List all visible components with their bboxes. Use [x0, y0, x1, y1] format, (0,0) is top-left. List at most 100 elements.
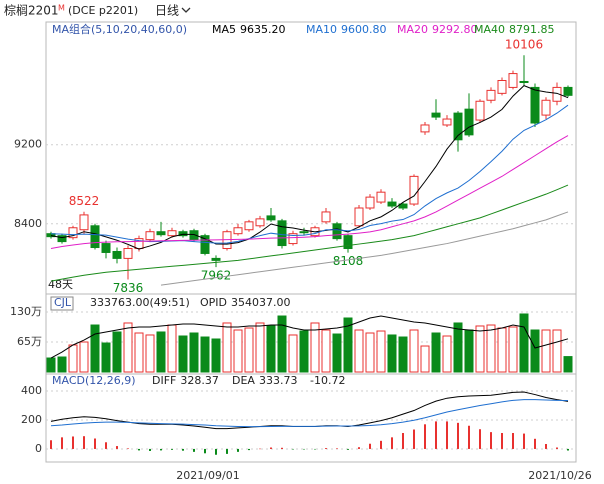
volume-bar [365, 332, 375, 373]
candle-body [167, 230, 177, 237]
volume-bar [57, 356, 67, 373]
volume-bar [299, 330, 309, 373]
volume-bar [112, 331, 122, 373]
volume-bar [189, 332, 199, 373]
macd-bar [479, 429, 481, 449]
macd-bar [292, 448, 294, 450]
candle-body [497, 79, 507, 94]
candle-body [519, 80, 529, 83]
volume-bar [167, 324, 177, 373]
candle-body [442, 118, 452, 126]
legend-entry: MA10 9600.80 [306, 23, 387, 36]
macd-bar [369, 443, 371, 449]
macd-bar [160, 448, 162, 451]
indicator-box[interactable] [50, 296, 74, 311]
volume-bar [354, 329, 364, 373]
y-tick-label: 8400 [14, 217, 42, 230]
ma-line [50, 104, 569, 244]
volume-bar [563, 356, 573, 373]
annotation: 48天 [48, 278, 73, 291]
candle-body [530, 86, 540, 124]
period-selector[interactable]: 日线 [155, 4, 179, 18]
volume-bar [68, 344, 78, 373]
candle-body [277, 220, 287, 247]
candle-body [255, 218, 265, 227]
candle-body [68, 227, 78, 239]
macd-bar [380, 440, 382, 449]
legend-entry: MA40 8791.85 [474, 23, 555, 36]
volume-bar [541, 329, 551, 373]
macd-bar [534, 438, 536, 449]
macd-bar [512, 433, 514, 449]
chart-title: 棕榈2201 [4, 3, 59, 18]
volume-bar [134, 332, 144, 373]
macd-bar [50, 440, 52, 449]
candle-body [145, 231, 155, 241]
candle-body [321, 211, 331, 223]
macd-bar [402, 433, 404, 449]
macd-bar [490, 432, 492, 449]
macd-bar [567, 448, 569, 451]
y-tick-label: 200 [21, 413, 42, 426]
volume-bar [90, 324, 100, 373]
macd-bar [105, 442, 107, 449]
volume-bar [420, 345, 430, 373]
macd-bar [226, 448, 228, 454]
macd-bar [83, 436, 85, 449]
candle-body [431, 112, 441, 118]
volume-bar [255, 322, 265, 373]
legend-entry: DEA 333.73 [232, 374, 297, 387]
volume-bar [387, 334, 397, 373]
macd-bar [303, 448, 305, 450]
candle-body [343, 235, 353, 250]
macd-bar [193, 448, 195, 452]
macd-bar [94, 438, 96, 449]
candle-body [376, 191, 386, 203]
candle-body [244, 221, 254, 231]
volume-bar [497, 327, 507, 373]
candle-body [288, 233, 298, 245]
macd-bar [281, 447, 283, 449]
legend-entry: OPID 354037.00 [200, 296, 291, 309]
candle-body [365, 196, 375, 209]
volume-bar [211, 338, 221, 373]
macd-bar [116, 446, 118, 449]
low-label: 7962 [201, 269, 232, 283]
volume-bar [453, 322, 463, 373]
macd-bar [61, 437, 63, 449]
candle-body [453, 112, 463, 141]
candle-body [299, 231, 309, 234]
ma-line [50, 184, 569, 282]
candle-body [266, 215, 276, 221]
y-tick-label: 400 [21, 384, 42, 397]
subtitle: (DCE p2201) [68, 4, 138, 17]
macd-bar [391, 437, 393, 449]
macd-bar [149, 448, 151, 451]
volume-bar [343, 317, 353, 373]
ma-line [160, 211, 569, 286]
volume-bar [244, 327, 254, 373]
candle-body [79, 214, 89, 231]
volume-bar [233, 329, 243, 373]
macd-bar [545, 444, 547, 449]
candle-body [233, 227, 243, 235]
macd-bar [523, 433, 525, 449]
volume-bar [46, 357, 56, 373]
candle-body [508, 73, 518, 88]
y-tick-label: 65万 [17, 335, 42, 348]
high-label: 8522 [69, 194, 100, 208]
macd-bar [435, 421, 437, 449]
macd-bar [204, 448, 206, 454]
macd-bar [336, 448, 338, 449]
volume-bar [178, 335, 188, 373]
volume-bar [101, 342, 111, 373]
volume-bar [409, 329, 419, 373]
y-tick-label: 130万 [10, 305, 42, 318]
dropdown-icon[interactable] [181, 7, 191, 13]
macd-bar [347, 448, 349, 450]
candle-body [552, 86, 562, 102]
high-label: 10106 [505, 38, 543, 52]
x-tick-label: 2021/09/01 [176, 469, 239, 482]
volume-bar [530, 329, 540, 373]
candle-body [332, 223, 342, 240]
